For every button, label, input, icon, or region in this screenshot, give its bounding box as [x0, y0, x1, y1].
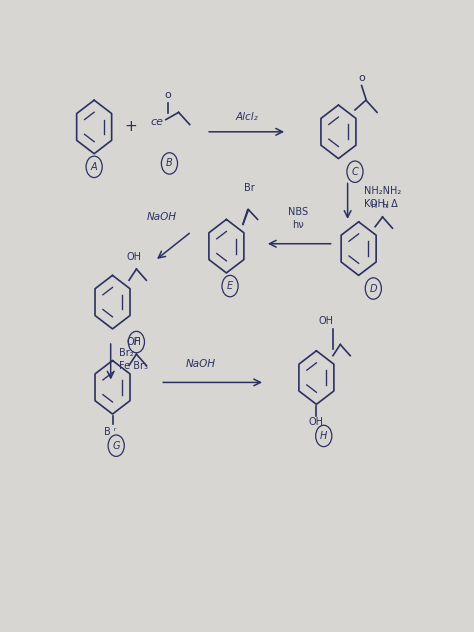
Text: H  H: H H — [371, 201, 389, 210]
Text: Alcl₂: Alcl₂ — [235, 112, 258, 122]
Text: NH₂NH₂
KOH, Δ: NH₂NH₂ KOH, Δ — [364, 186, 401, 209]
Text: OH: OH — [127, 337, 141, 348]
Text: o: o — [164, 90, 171, 100]
Text: OH: OH — [309, 418, 324, 427]
Text: +: + — [125, 119, 137, 135]
Text: Br₂
Fe Br₃: Br₂ Fe Br₃ — [119, 348, 148, 371]
Text: NaOH: NaOH — [186, 359, 216, 369]
Text: ce: ce — [151, 117, 164, 127]
Text: A: A — [91, 162, 98, 172]
Text: C: C — [352, 167, 358, 177]
Text: NaOH: NaOH — [147, 212, 177, 222]
Text: E: E — [227, 281, 233, 291]
Text: H: H — [320, 431, 328, 441]
Text: B ʳ: B ʳ — [104, 427, 117, 437]
Text: OH: OH — [318, 317, 333, 327]
Text: G: G — [112, 441, 120, 451]
Text: OH: OH — [127, 252, 141, 262]
Text: B: B — [166, 159, 173, 169]
Text: Br: Br — [244, 183, 255, 193]
Text: NBS
hν: NBS hν — [288, 207, 308, 230]
Text: o: o — [358, 73, 365, 83]
Text: D: D — [370, 284, 377, 293]
Text: F: F — [134, 337, 139, 347]
